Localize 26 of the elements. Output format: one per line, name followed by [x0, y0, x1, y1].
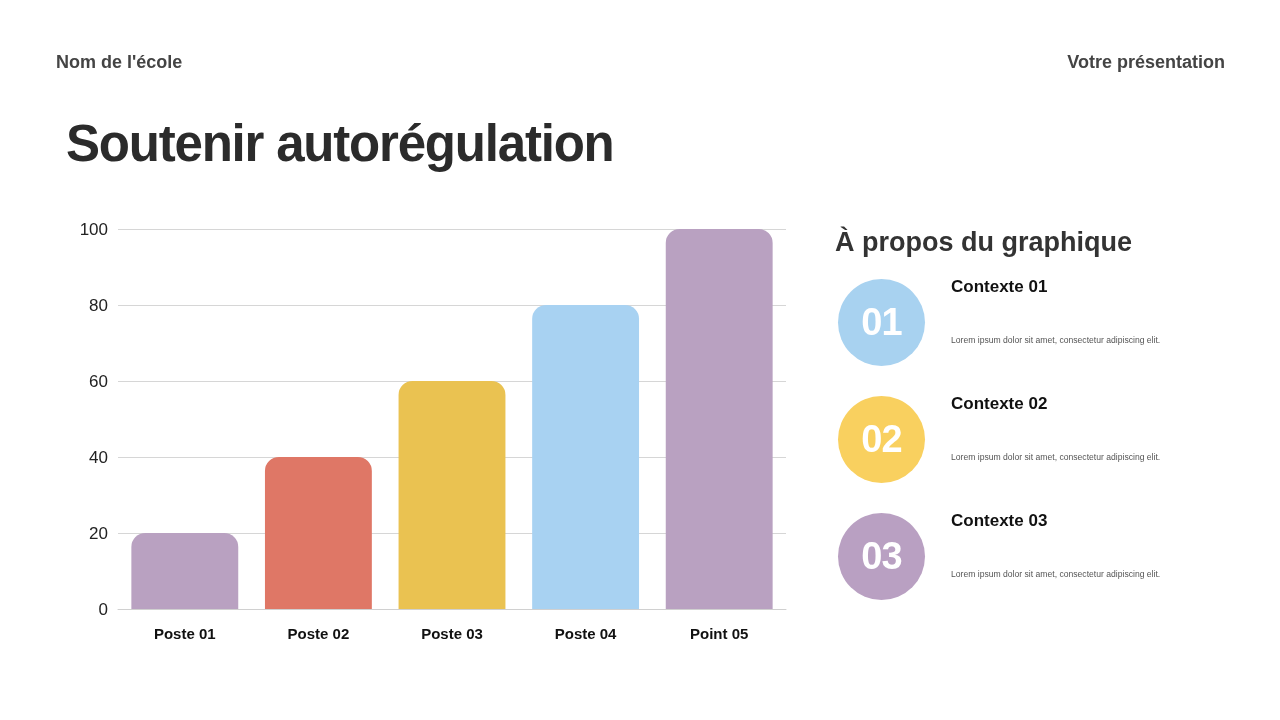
x-tick-label: Poste 02 [287, 625, 350, 642]
x-tick-label: Poste 03 [421, 625, 483, 642]
bar [665, 229, 773, 609]
x-tick-label: Poste 01 [153, 625, 216, 642]
text: À propos du graphique [835, 227, 1132, 258]
text: Contexte 01 [951, 277, 1048, 297]
y-tick-label: 80 [89, 295, 108, 315]
text: Votre présentation [1067, 52, 1225, 73]
text: Lorem ipsum dolor sit amet, consectetur adipiscing elit. [951, 335, 1161, 345]
bar [131, 533, 239, 609]
text: Contexte 03 [951, 511, 1048, 531]
chart-title: Soutenir autorégulation [66, 114, 614, 173]
y-tick-label: 100 [79, 219, 108, 239]
y-tick-label: 60 [89, 371, 108, 391]
y-tick-label: 0 [98, 599, 108, 619]
x-tick-label: Poste 04 [554, 625, 618, 642]
text: Lorem ipsum dolor sit amet, consectetur adipiscing elit. [951, 569, 1161, 579]
bar [398, 381, 506, 609]
y-tick-label: 40 [89, 447, 108, 467]
bar [532, 305, 640, 609]
text: Nom de l'école [56, 52, 183, 73]
bar [264, 457, 372, 609]
y-tick-label: 20 [89, 523, 108, 543]
x-tick-label: Point 05 [690, 625, 749, 642]
text: Lorem ipsum dolor sit amet, consectetur adipiscing elit. [951, 452, 1161, 462]
text: Contexte 02 [951, 394, 1048, 414]
